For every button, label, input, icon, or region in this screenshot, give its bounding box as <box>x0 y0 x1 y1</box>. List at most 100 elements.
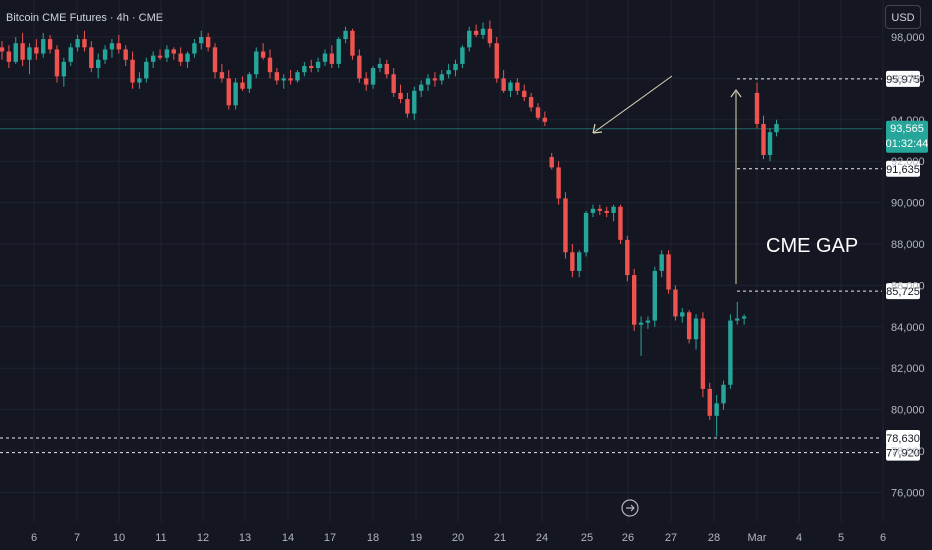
candle-body <box>515 82 520 91</box>
candle-body <box>494 43 499 79</box>
candle-body <box>549 157 554 168</box>
candle-body <box>673 289 678 317</box>
y-tick-label: 80,000 <box>891 405 925 417</box>
y-tick-label: 88,000 <box>891 239 925 251</box>
candle-body <box>260 51 266 58</box>
x-tick-label: 5 <box>838 532 844 544</box>
candle-body <box>68 47 73 62</box>
candle-body <box>102 49 108 60</box>
candle-body <box>522 90 527 98</box>
candle-body <box>638 322 644 325</box>
candle-body <box>597 208 603 211</box>
candle-body <box>54 49 60 77</box>
y-tick-label: 92,000 <box>891 156 925 168</box>
candle-body <box>714 403 719 416</box>
diagonal-arrow-line <box>592 75 673 134</box>
x-tick-label: 18 <box>367 532 379 544</box>
candle-body <box>501 78 506 91</box>
candle-body <box>281 78 286 81</box>
candle-body <box>41 39 46 54</box>
candle-body <box>20 43 25 60</box>
candle-body <box>693 318 699 340</box>
candle-body <box>267 57 273 73</box>
candle-body <box>686 312 692 340</box>
x-tick-label: 12 <box>197 532 209 544</box>
x-tick-label: 25 <box>581 532 593 544</box>
candle-body <box>0 47 5 52</box>
candle-body <box>611 206 616 213</box>
candle-body <box>480 28 486 35</box>
level-box <box>886 70 920 87</box>
candle-body <box>473 30 479 35</box>
candle-body <box>446 70 451 75</box>
level-label: 85,725 <box>886 286 920 298</box>
candle-body <box>61 61 67 77</box>
candle-body <box>164 49 170 58</box>
y-tick-label: 84,000 <box>891 322 925 334</box>
candle-body <box>707 388 712 416</box>
candle-body <box>432 78 438 81</box>
candle-body <box>357 55 362 79</box>
candle-body <box>666 254 671 290</box>
candle-body <box>295 72 300 81</box>
candle-body <box>302 65 307 73</box>
x-tick-label: 19 <box>410 532 422 544</box>
x-tick-label: 20 <box>452 532 464 544</box>
candles <box>0 20 779 437</box>
current-price-countdown: 01:32:44 <box>886 138 929 150</box>
candle-body <box>618 206 623 240</box>
current-price-tag <box>886 120 928 153</box>
candle-body <box>735 318 740 321</box>
candle-body <box>144 61 149 79</box>
candle-body <box>288 78 293 81</box>
candle-body <box>6 51 12 62</box>
level-label: 91,635 <box>886 164 920 176</box>
candle-body <box>13 43 18 62</box>
x-tick-label: 28 <box>708 532 720 544</box>
candle-body <box>315 61 321 69</box>
candle-body <box>487 28 493 44</box>
candle-body <box>761 123 766 155</box>
candle-body <box>535 107 541 118</box>
level-label: 95,975 <box>886 74 920 86</box>
candle-body <box>556 167 561 199</box>
y-tick-label: 86,000 <box>891 280 925 292</box>
chart-title: Bitcoin CME Futures · 4h · CME <box>6 12 163 24</box>
currency-button[interactable]: USD <box>885 5 921 29</box>
y-tick-label: 78,000 <box>891 446 925 458</box>
candle-body <box>425 78 431 85</box>
candle-body <box>336 39 341 64</box>
candle-body <box>96 59 101 69</box>
candle-body <box>150 55 156 62</box>
y-tick-label: 90,000 <box>891 198 925 210</box>
candle-body <box>528 97 534 108</box>
replay-icon[interactable] <box>621 499 639 517</box>
x-tick-label: 26 <box>622 532 634 544</box>
candle-body <box>384 63 390 75</box>
candle-body <box>370 68 376 85</box>
candle-body <box>439 74 444 81</box>
diagonal-arrow-head <box>592 123 603 134</box>
x-tick-label: 27 <box>665 532 677 544</box>
candle-body <box>205 37 211 48</box>
level-box <box>886 283 920 300</box>
gap-arrow-head <box>730 88 742 98</box>
candle-body <box>767 132 773 155</box>
candle-body <box>453 63 458 71</box>
candle-body <box>398 92 403 100</box>
candle-body <box>405 99 410 114</box>
candle-body <box>47 39 53 50</box>
annotations: CME GAP <box>592 75 858 284</box>
candle-body <box>309 65 314 69</box>
candle-body <box>240 82 245 89</box>
candle-body <box>508 82 513 91</box>
x-tick-label: 10 <box>113 532 125 544</box>
candle-body <box>460 47 465 64</box>
candle-body <box>212 47 218 73</box>
level-label: 78,630 <box>886 433 920 445</box>
x-tick-label: 6 <box>880 532 886 544</box>
candle-body <box>680 312 685 317</box>
